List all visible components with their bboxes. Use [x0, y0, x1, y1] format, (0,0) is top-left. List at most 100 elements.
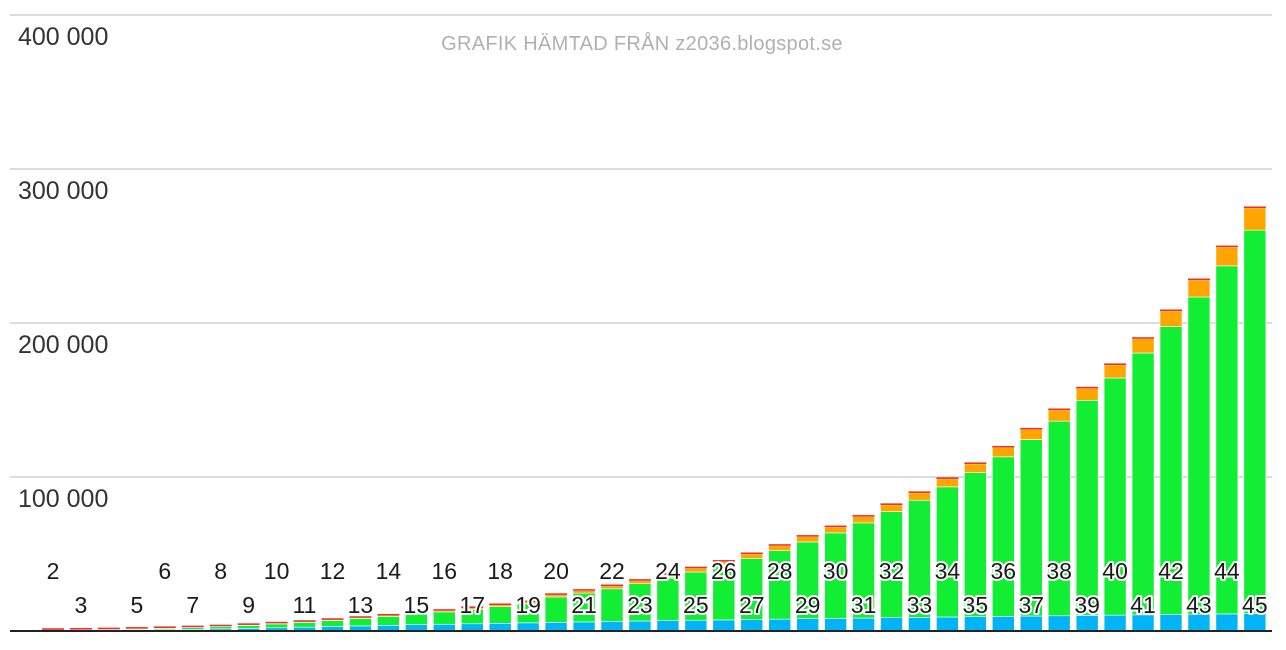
- bar-segment-middle: [488, 606, 512, 624]
- bar-cap: [1160, 309, 1182, 312]
- bar-cap: [824, 525, 847, 528]
- bar-cap: [1020, 427, 1043, 430]
- bar-stack: [516, 600, 540, 632]
- y-tick-label: 300 000: [18, 177, 108, 205]
- x-tick-label: 42: [1158, 558, 1184, 584]
- bar-segment-middle: [656, 577, 680, 621]
- bar-stack: [628, 579, 652, 632]
- bar-stack: [908, 491, 931, 632]
- bar-segment-top: [936, 478, 959, 488]
- bar-stack: [1187, 278, 1211, 632]
- bar-segment-middle: [1075, 400, 1099, 616]
- x-tick-label: 31: [851, 592, 877, 618]
- y-tick-label: 200 000: [18, 331, 108, 359]
- x-tick-label: 12: [320, 558, 346, 584]
- bar-segment-top: [1019, 429, 1043, 440]
- bar-cap: [684, 566, 707, 569]
- x-tick-label: 24: [655, 558, 681, 584]
- bar-stack: [796, 535, 819, 632]
- x-tick-label: 32: [879, 558, 905, 584]
- bar-stack: [880, 503, 903, 632]
- bar-segment-top: [600, 585, 624, 590]
- bar-segment-top: [796, 536, 819, 543]
- bar-segment-bottom: [880, 617, 903, 632]
- bar-cap: [852, 515, 875, 517]
- x-tick-label: 3: [75, 592, 88, 618]
- bar-stack: [321, 618, 344, 632]
- bar-stack: [265, 621, 288, 632]
- bar-stack: [405, 611, 428, 632]
- bar-cap: [433, 609, 456, 611]
- bar-segment-top: [321, 619, 344, 621]
- bar-cap: [1104, 363, 1127, 365]
- x-tick-label: 21: [571, 592, 597, 618]
- x-tick-label: 23: [627, 592, 653, 618]
- bar-stack: [600, 584, 624, 632]
- bar-stack: [684, 566, 708, 632]
- bar-stacks: [41, 206, 1267, 632]
- bar-cap: [321, 618, 344, 620]
- bar-segment-middle: [600, 588, 624, 622]
- bar-cap: [405, 611, 428, 614]
- x-tick-label: 2: [47, 558, 60, 584]
- bar-stack: [377, 613, 400, 632]
- x-tick-label: 8: [214, 558, 227, 584]
- bar-stack: [1047, 408, 1071, 632]
- bar-cap: [936, 477, 959, 479]
- bar-cap: [1048, 408, 1071, 411]
- bar-segment-top: [964, 463, 987, 473]
- x-tick-label: 25: [683, 592, 709, 618]
- bar-cap: [908, 491, 931, 493]
- bar-cap: [377, 613, 400, 616]
- x-tick-label: 14: [376, 558, 402, 584]
- bar-segment-top: [908, 492, 931, 501]
- bar-segment-middle: [544, 596, 568, 623]
- bar-segment-middle: [1187, 296, 1211, 615]
- bar-segment-bottom: [600, 621, 624, 632]
- bar-segment-bottom: [796, 618, 819, 632]
- x-tick-label: 26: [711, 558, 737, 584]
- bar-cap: [517, 600, 540, 603]
- bar-segment-bottom: [1159, 614, 1183, 632]
- x-tick-label: 39: [1074, 592, 1100, 618]
- bar-cap: [573, 589, 596, 591]
- bar-stack: [209, 624, 232, 632]
- bar-segment-bottom: [824, 618, 847, 632]
- y-axis-tick-labels: 100 000 200 000 300 000 400 000: [18, 23, 108, 513]
- bar-segment-top: [991, 447, 1015, 458]
- x-tick-label: 28: [767, 558, 793, 584]
- x-tick-label: 38: [1046, 558, 1072, 584]
- bar-cap: [293, 620, 316, 622]
- bar-stack: [349, 616, 372, 632]
- bar-stack: [1019, 427, 1043, 632]
- x-tick-label: 35: [963, 592, 989, 618]
- bar-segment-bottom: [460, 623, 484, 632]
- bar-cap: [992, 445, 1015, 448]
- bar-stack: [1103, 363, 1127, 632]
- bar-stack: [1075, 386, 1099, 632]
- bar-segment-middle: [1047, 420, 1071, 617]
- bar-segment-top: [1103, 364, 1127, 379]
- x-tick-label: 10: [264, 558, 290, 584]
- bar-stack: [460, 606, 484, 632]
- y-tick-label: 400 000: [18, 23, 108, 51]
- bar-cap: [237, 623, 260, 625]
- bar-segment-top: [1159, 310, 1183, 327]
- bar-segment-middle: [265, 623, 288, 629]
- x-tick-label: 41: [1130, 592, 1156, 618]
- x-tick-label: 27: [739, 592, 765, 618]
- bar-segment-bottom: [488, 622, 512, 632]
- bar-segment-top: [1075, 387, 1099, 401]
- x-tick-label: 36: [991, 558, 1017, 584]
- bar-segment-middle: [1243, 229, 1267, 614]
- x-tick-label: 19: [515, 592, 541, 618]
- bar-stack: [964, 462, 987, 632]
- bar-cap: [153, 626, 176, 629]
- bar-stack: [824, 525, 847, 632]
- bar-cap: [1076, 386, 1099, 389]
- bar-stack: [237, 623, 260, 632]
- bar-stack: [991, 445, 1015, 632]
- bar-segment-bottom: [740, 619, 764, 632]
- bar-cap: [1132, 337, 1155, 339]
